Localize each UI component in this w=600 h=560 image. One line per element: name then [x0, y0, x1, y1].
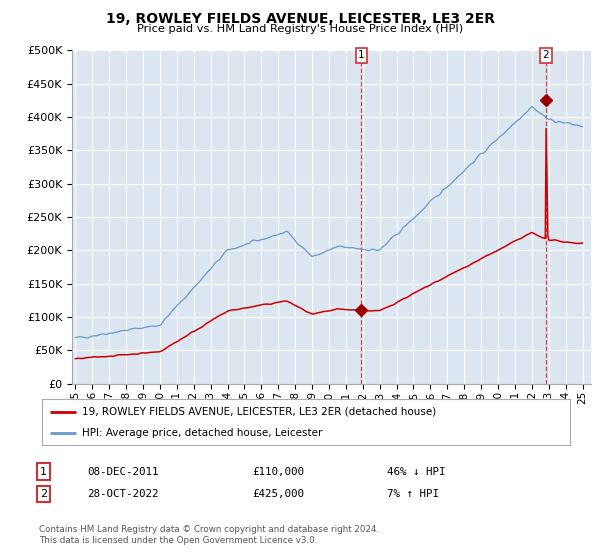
Text: 19, ROWLEY FIELDS AVENUE, LEICESTER, LE3 2ER (detached house): 19, ROWLEY FIELDS AVENUE, LEICESTER, LE3…: [82, 407, 436, 417]
Text: £110,000: £110,000: [252, 466, 304, 477]
Text: Contains HM Land Registry data © Crown copyright and database right 2024.
This d: Contains HM Land Registry data © Crown c…: [39, 525, 379, 545]
Text: 46% ↓ HPI: 46% ↓ HPI: [387, 466, 445, 477]
Text: 08-DEC-2011: 08-DEC-2011: [87, 466, 158, 477]
Text: 28-OCT-2022: 28-OCT-2022: [87, 489, 158, 499]
Text: 1: 1: [358, 50, 365, 60]
Text: 2: 2: [542, 50, 549, 60]
Text: £425,000: £425,000: [252, 489, 304, 499]
Text: 1: 1: [40, 466, 47, 477]
Text: 2: 2: [40, 489, 47, 499]
Text: 7% ↑ HPI: 7% ↑ HPI: [387, 489, 439, 499]
Text: HPI: Average price, detached house, Leicester: HPI: Average price, detached house, Leic…: [82, 428, 322, 438]
Text: Price paid vs. HM Land Registry's House Price Index (HPI): Price paid vs. HM Land Registry's House …: [137, 24, 463, 34]
Text: 19, ROWLEY FIELDS AVENUE, LEICESTER, LE3 2ER: 19, ROWLEY FIELDS AVENUE, LEICESTER, LE3…: [106, 12, 494, 26]
